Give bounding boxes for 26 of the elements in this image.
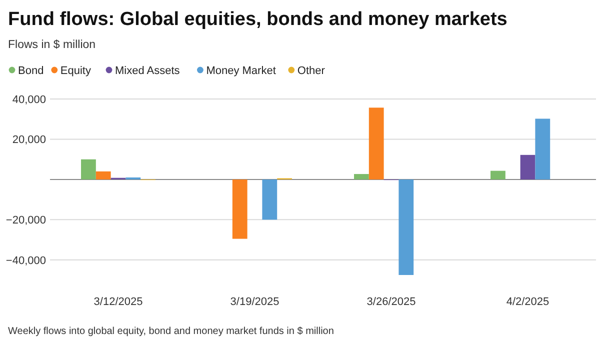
legend-label: Other xyxy=(297,65,326,77)
y-tick-label: −20,000 xyxy=(6,214,46,227)
chart-title: Fund flows: Global equities, bonds and money markets xyxy=(8,9,508,30)
bar xyxy=(262,179,278,220)
bar xyxy=(232,179,248,239)
bar xyxy=(490,170,506,180)
legend-label: Equity xyxy=(60,65,92,77)
bar xyxy=(398,179,414,275)
x-tick-label: 3/26/2025 xyxy=(366,296,416,308)
x-tick-label: 3/12/2025 xyxy=(94,296,143,308)
legend-label: Money Market xyxy=(206,65,276,77)
bar xyxy=(535,118,550,180)
bar xyxy=(354,174,369,180)
bar xyxy=(520,154,536,180)
chart-subtitle: Flows in $ million xyxy=(8,39,96,51)
text: Weekly flows into global equity, bond and money market funds in $ million xyxy=(8,326,334,337)
x-tick-label: 4/2/2025 xyxy=(506,296,550,308)
bar xyxy=(96,171,111,180)
bar xyxy=(368,108,384,180)
y-tick-label: 20,000 xyxy=(12,134,46,146)
x-tick-label: 3/19/2025 xyxy=(230,296,280,308)
y-tick-label: 40,000 xyxy=(12,94,46,106)
y-tick-label: −40,000 xyxy=(6,254,46,267)
legend-label: Bond xyxy=(18,65,44,77)
bar xyxy=(81,159,96,180)
legend-label: Mixed Assets xyxy=(115,65,180,77)
